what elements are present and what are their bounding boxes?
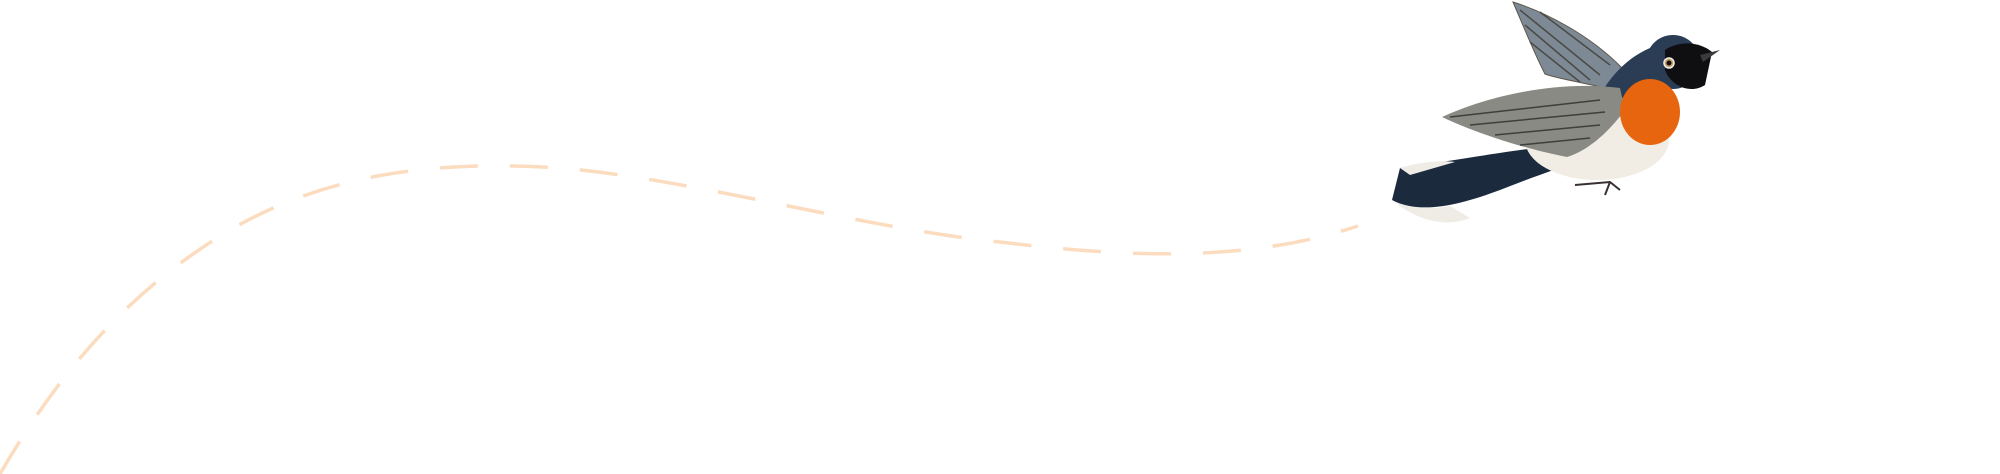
foot [1574,180,1621,196]
tail [1392,147,1580,208]
face-mask [1665,43,1712,90]
tail-white-tips [1395,161,1470,223]
upper-wing [1512,1,1623,89]
beak [1700,50,1720,62]
orange-throat [1620,79,1680,145]
lower-wing-feather-lines [1449,99,1606,146]
bird-icon [1392,1,1720,223]
pupil [1666,60,1672,66]
upper-wing-feather-lines [1519,9,1611,83]
dashed-flight-path [0,164,1359,474]
